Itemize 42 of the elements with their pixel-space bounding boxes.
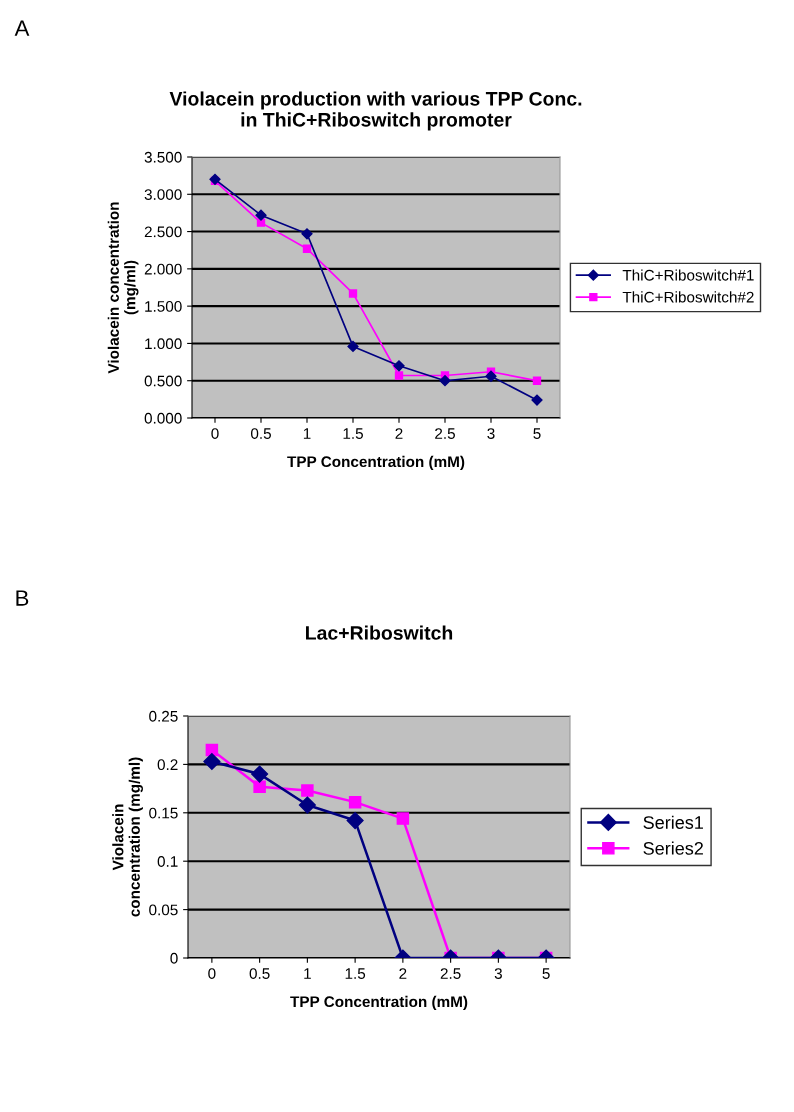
x-tick-label: 0: [211, 428, 219, 439]
x-tick-label: 0.5: [250, 428, 271, 439]
x-tick-label: 2: [399, 968, 407, 979]
x-tick-label: 2: [395, 428, 403, 439]
x-tick-label: 5: [533, 428, 541, 439]
y-tick-label: 0.15: [149, 807, 178, 819]
x-axis-title: TPP Concentration (mM): [290, 995, 468, 1011]
legend-label: ThiC+Riboswitch#2: [622, 291, 754, 303]
x-tick-label: 3: [494, 968, 502, 979]
y-tick-label: 1.500: [145, 301, 182, 312]
y-tick-label: 0.2: [157, 759, 178, 771]
legend-label: Series1: [643, 815, 703, 829]
x-tick-label: 3: [487, 428, 495, 439]
y-tick-label: 0.000: [144, 412, 182, 424]
x-tick-label: 1.5: [343, 428, 363, 439]
y-tick-label: 0.500: [144, 375, 182, 387]
x-tick-label: 2.5: [440, 968, 461, 979]
x-tick-label: 1.5: [345, 968, 366, 979]
y-tick-label: 0.25: [149, 710, 178, 722]
chart-title: Violacein production with various TPP Conc. in ThiC+Riboswitch promoter: [169, 91, 582, 131]
x-axis-title: TPP Concentration (mM): [287, 455, 465, 471]
y-tick-label: 2.500: [144, 226, 182, 238]
text: A: [14, 20, 30, 36]
y-tick-label: 1.000: [145, 338, 182, 350]
y-axis-title: Violacein concentration (mg/ml): [107, 202, 139, 374]
y-tick-label: 0: [170, 952, 178, 964]
legend-label: Series2: [643, 841, 703, 855]
x-tick-label: 1: [304, 968, 311, 979]
y-tick-label: 3.000: [144, 189, 182, 200]
x-tick-label: 0: [208, 968, 216, 979]
legend-label: ThiC+Riboswitch#1: [622, 269, 754, 281]
y-axis-title: Violacein concentration (mg/ml): [112, 757, 143, 917]
chart-title: Lac+Riboswitch: [306, 625, 453, 640]
x-tick-label: 2.5: [435, 428, 455, 439]
x-tick-label: 1: [303, 428, 311, 439]
x-tick-label: 5: [542, 968, 550, 979]
y-tick-label: 3.500: [144, 151, 182, 163]
text: B: [16, 590, 29, 606]
y-tick-label: 0.05: [149, 904, 178, 916]
y-tick-label: 2.000: [144, 263, 182, 275]
y-tick-label: 0.1: [157, 856, 178, 867]
x-tick-label: 0.5: [249, 968, 270, 979]
